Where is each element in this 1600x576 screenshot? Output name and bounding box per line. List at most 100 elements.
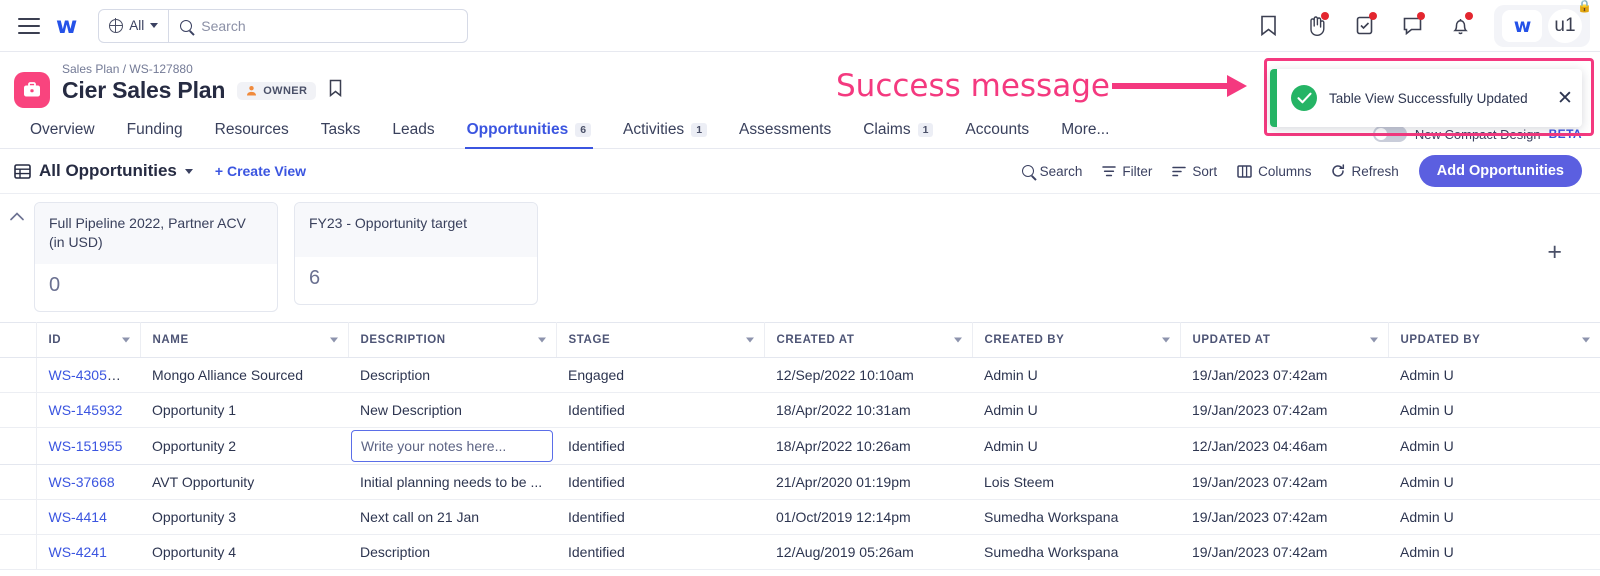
row-gutter[interactable] (0, 499, 37, 535)
cell-updated-by[interactable]: Admin U (1388, 464, 1600, 500)
record-link[interactable]: WS-151955 (48, 437, 123, 454)
cell-stage[interactable]: Identified (556, 392, 764, 428)
chevron-down-icon[interactable] (953, 337, 962, 343)
table-row[interactable]: WS-4241 Opportunity 4 Description Identi… (0, 534, 1600, 570)
cell-description[interactable]: Description (348, 357, 556, 393)
global-search[interactable]: All Search (98, 8, 469, 43)
bookmark-icon[interactable] (1244, 0, 1292, 52)
column-header-updated-by[interactable]: UPDATED BY (1388, 321, 1600, 358)
table-row[interactable]: WS-4305015 Mongo Alliance Sourced Descri… (0, 357, 1600, 393)
row-gutter[interactable] (0, 534, 37, 570)
clipboard-check-icon[interactable] (1340, 0, 1388, 52)
columns-button[interactable]: Columns (1237, 164, 1311, 179)
cell-updated-by[interactable]: Admin U (1388, 499, 1600, 535)
add-kpi-card-button[interactable]: + (1547, 238, 1562, 266)
cell-created-by[interactable]: Sumedha Workspana (972, 499, 1180, 535)
chevron-down-icon[interactable] (1161, 337, 1170, 343)
cell-created-at[interactable]: 12/Sep/2022 10:10am (764, 357, 972, 393)
chat-icon[interactable] (1388, 0, 1436, 52)
cell-created-by[interactable]: Lois Steem (972, 464, 1180, 500)
filter-button[interactable]: Filter (1102, 164, 1152, 179)
column-header-stage[interactable]: STAGE (556, 321, 765, 358)
column-header-created-at[interactable]: CREATED AT (764, 321, 973, 358)
workspace-logo[interactable]: w (56, 12, 77, 39)
tab-overview[interactable]: Overview (14, 117, 111, 148)
bookmark-icon[interactable] (328, 79, 343, 102)
cell-name[interactable]: Mongo Alliance Sourced (140, 357, 348, 393)
table-row[interactable]: WS-37668 AVT Opportunity Initial plannin… (0, 464, 1600, 500)
view-selector[interactable]: All Opportunities (14, 161, 193, 181)
tab-assessments[interactable]: Assessments (723, 117, 847, 148)
row-gutter[interactable] (0, 426, 37, 465)
cell-id[interactable]: WS-145932 (36, 392, 140, 428)
cell-id[interactable]: WS-4241 (36, 534, 140, 570)
cell-name[interactable]: AVT Opportunity (140, 464, 348, 500)
refresh-button[interactable]: Refresh (1331, 164, 1399, 179)
tab-activities[interactable]: Activities 1 (607, 117, 723, 148)
record-link[interactable]: WS-4414 (48, 508, 107, 525)
sort-button[interactable]: Sort (1172, 164, 1217, 179)
tab-tasks[interactable]: Tasks (305, 117, 377, 148)
record-link[interactable]: WS-145932 (48, 401, 123, 418)
cell-stage[interactable]: Identified (556, 499, 764, 535)
cell-updated-at[interactable]: 19/Jan/2023 07:42am (1180, 534, 1388, 570)
chevron-down-icon[interactable] (537, 337, 546, 343)
column-header-description[interactable]: DESCRIPTION (348, 321, 557, 358)
tab-leads[interactable]: Leads (376, 117, 450, 148)
cell-updated-at[interactable]: 19/Jan/2023 07:42am (1180, 392, 1388, 428)
cell-updated-by[interactable]: Admin U (1388, 357, 1600, 393)
kpi-card[interactable]: Full Pipeline 2022, Partner ACV (in USD)… (34, 202, 278, 312)
cell-stage[interactable]: Identified (556, 534, 764, 570)
record-link[interactable]: WS-4305015 (48, 366, 131, 383)
cell-description[interactable]: Initial planning needs to be ... (348, 464, 556, 500)
tab-resources[interactable]: Resources (199, 117, 305, 148)
cell-updated-at[interactable]: 19/Jan/2023 07:42am (1180, 357, 1388, 393)
cell-id[interactable]: WS-37668 (36, 464, 140, 500)
column-header-created-by[interactable]: CREATED BY (972, 321, 1181, 358)
account-switcher[interactable]: w u1 🔒 (1494, 0, 1592, 47)
cell-id[interactable]: WS-151955 (36, 426, 140, 465)
tab-more[interactable]: More... (1045, 117, 1125, 148)
cell-updated-by[interactable]: Admin U (1388, 392, 1600, 428)
cell-created-by[interactable]: Admin U (972, 357, 1180, 393)
cell-id[interactable]: WS-4305015 (36, 357, 140, 393)
cell-updated-at[interactable]: 19/Jan/2023 07:42am (1180, 499, 1388, 535)
cell-id[interactable]: WS-4414 (36, 499, 140, 535)
cell-name[interactable]: Opportunity 1 (140, 392, 348, 428)
cell-created-by[interactable]: Admin U (972, 426, 1180, 465)
column-header-updated-at[interactable]: UPDATED AT (1180, 321, 1389, 358)
description-input[interactable]: Write your notes here... (351, 429, 553, 462)
add-opportunities-button[interactable]: Add Opportunities (1418, 155, 1582, 187)
chevron-down-icon[interactable] (121, 337, 130, 343)
cell-description[interactable]: Next call on 21 Jan (348, 499, 556, 535)
bell-icon[interactable] (1436, 0, 1484, 52)
cell-stage[interactable]: Identified (556, 426, 764, 465)
row-gutter[interactable] (0, 464, 37, 500)
table-row[interactable]: WS-4414 Opportunity 3 Next call on 21 Ja… (0, 499, 1600, 535)
cell-created-by[interactable]: Admin U (972, 392, 1180, 428)
breadcrumb[interactable]: Sales Plan / WS-127880 (62, 62, 193, 76)
create-view-button[interactable]: + Create View (214, 163, 307, 179)
cell-created-at[interactable]: 12/Aug/2019 05:26am (764, 534, 972, 570)
cell-updated-at[interactable]: 12/Jan/2023 04:46am (1180, 426, 1388, 465)
cell-stage[interactable]: Identified (556, 464, 764, 500)
column-header-name[interactable]: NAME (140, 321, 349, 358)
chevron-down-icon[interactable] (745, 337, 754, 343)
hand-icon[interactable] (1292, 0, 1340, 52)
cell-created-at[interactable]: 18/Apr/2022 10:26am (764, 426, 972, 465)
tab-funding[interactable]: Funding (111, 117, 199, 148)
cell-updated-at[interactable]: 19/Jan/2023 07:42am (1180, 464, 1388, 500)
cell-stage[interactable]: Engaged (556, 357, 764, 393)
cell-created-at[interactable]: 01/Oct/2019 12:14pm (764, 499, 972, 535)
kpi-card[interactable]: FY23 - Opportunity target 6 (294, 202, 538, 305)
brand-avatar[interactable]: w (1502, 9, 1542, 42)
table-row[interactable]: WS-145932 Opportunity 1 New Description … (0, 392, 1600, 428)
close-icon[interactable]: ✕ (1557, 87, 1573, 109)
tab-accounts[interactable]: Accounts (949, 117, 1045, 148)
cell-description[interactable]: Description (348, 534, 556, 570)
chevron-down-icon[interactable] (1369, 337, 1378, 343)
search-input[interactable]: Search (169, 18, 467, 34)
chevron-down-icon[interactable] (329, 337, 338, 343)
cell-description[interactable]: New Description (348, 392, 556, 428)
column-header-id[interactable]: ID (36, 321, 141, 358)
